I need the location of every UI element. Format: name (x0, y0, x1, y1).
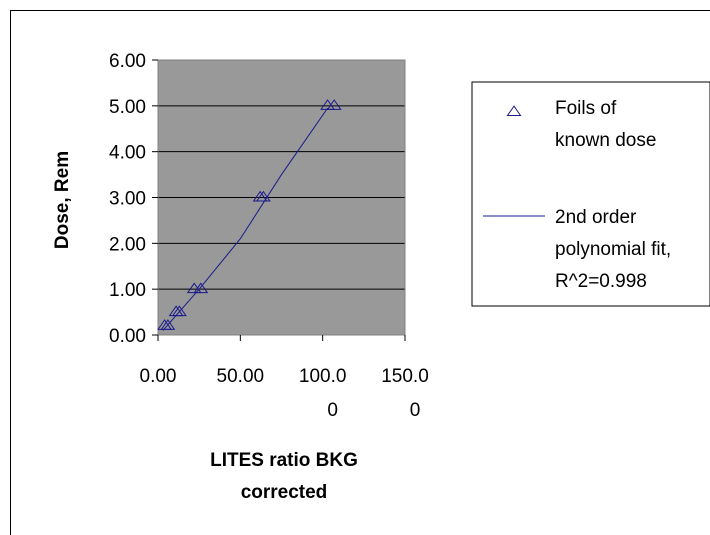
data-point-triangle (160, 319, 176, 330)
legend-label-fit: polynomial fit, (555, 239, 671, 260)
legend-box (471, 81, 710, 307)
legend-label-fit: 2nd order (555, 207, 637, 228)
legend-label-foils: known dose (555, 130, 656, 151)
y-tick-label: 6.00 (109, 51, 146, 72)
legend-label-fit: R^2=0.998 (555, 271, 647, 292)
y-axis-label: Dose, Rem (52, 151, 73, 249)
fit-line (162, 107, 329, 331)
x-tick-label: 50.00 (217, 366, 265, 387)
y-tick-label: 0.00 (109, 326, 146, 347)
x-axis-label: LITES ratio BKG corrected (210, 450, 358, 503)
y-axis-ticks: 0.00 1.00 2.00 3.00 4.00 5.00 6.00 (109, 51, 158, 347)
legend: Foils of known dose 2nd order polynomial fi… (471, 81, 710, 307)
legend-triangle-icon (506, 105, 522, 117)
x-tick-label: 0.00 (140, 366, 177, 387)
legend-label-foils: Foils of (555, 98, 617, 119)
data-point-triangle (193, 282, 209, 294)
y-tick-label: 3.00 (109, 189, 146, 210)
x-tick-label: 0 (327, 400, 338, 421)
x-axis-ticks: 0.00 50.00 100.0 0 150.0 0 (140, 335, 429, 421)
data-point-triangle (326, 99, 342, 110)
chart-frame (10, 10, 710, 535)
x-tick-label: 100.0 (299, 366, 347, 387)
data-point-triangle (255, 190, 271, 202)
x-tick-label: 0 (410, 400, 421, 421)
y-tick-label: 2.00 (109, 234, 146, 255)
data-point-triangle (171, 305, 187, 317)
y-tick-label: 5.00 (109, 97, 146, 118)
x-tick-label: 150.0 (381, 366, 429, 387)
y-tick-label: 1.00 (109, 280, 146, 301)
y-tick-label: 4.00 (109, 143, 146, 164)
series-layer (157, 99, 342, 331)
